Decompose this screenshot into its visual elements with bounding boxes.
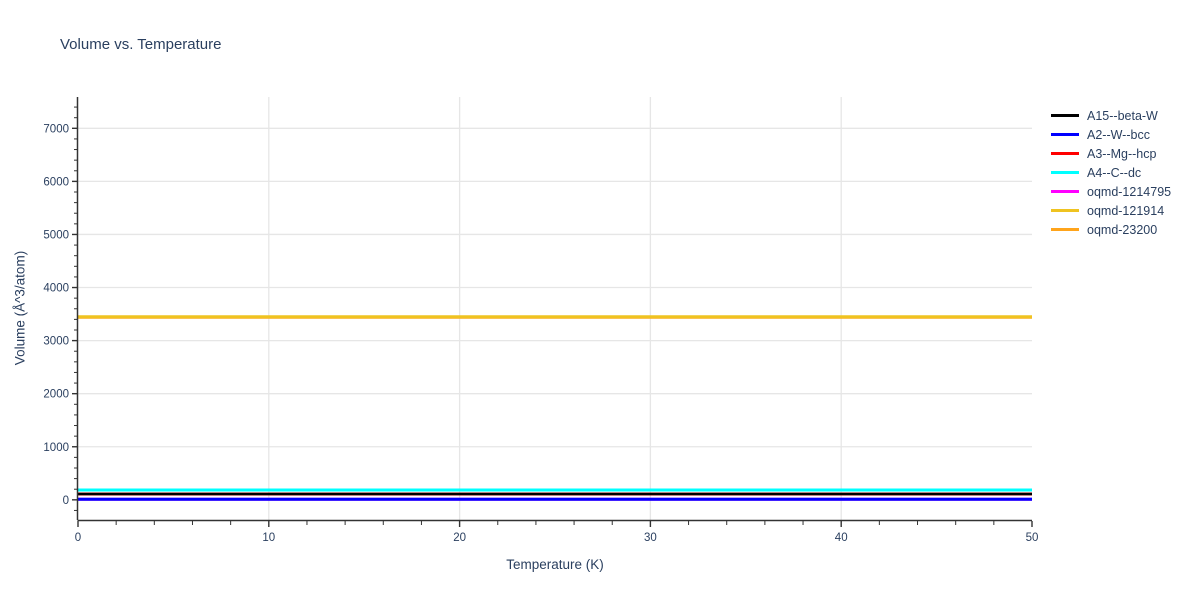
legend-label: A4--C--dc	[1087, 165, 1142, 180]
legend-item-A4--C--dc[interactable]: A4--C--dc	[1051, 163, 1171, 182]
gridlines-group	[78, 97, 1032, 520]
legend-label: oqmd-23200	[1087, 222, 1158, 237]
y-tick-label-4000: 4000	[43, 283, 69, 295]
legend-label: oqmd-1214795	[1087, 184, 1172, 199]
legend: A15--beta-W A2--W--bcc A3--Mg--hcp A4--C--d…	[1051, 106, 1171, 239]
axes-group	[72, 97, 1033, 527]
legend-label: A3--Mg--hcp	[1087, 146, 1157, 161]
legend-swatch-A3--Mg--hcp	[1051, 152, 1079, 155]
legend-swatch-oqmd-121914	[1051, 209, 1079, 212]
legend-swatch-oqmd-1214795	[1051, 190, 1079, 193]
legend-item-oqmd-121914[interactable]: oqmd-121914	[1051, 201, 1171, 220]
x-tick-label-40: 40	[835, 532, 848, 544]
x-tick-label-50: 50	[1026, 532, 1039, 544]
legend-label: A15--beta-W	[1087, 108, 1158, 123]
y-tick-label-6000: 6000	[43, 176, 69, 188]
legend-label: A2--W--bcc	[1087, 127, 1150, 142]
legend-swatch-oqmd-23200	[1051, 228, 1079, 231]
legend-item-A15--beta-W[interactable]: A15--beta-W	[1051, 106, 1171, 125]
x-tick-label-0: 0	[75, 532, 81, 544]
x-tick-label-10: 10	[262, 532, 275, 544]
legend-item-A2--W--bcc[interactable]: A2--W--bcc	[1051, 125, 1171, 144]
x-tick-label-30: 30	[644, 532, 657, 544]
legend-swatch-A2--W--bcc	[1051, 133, 1079, 136]
x-axis-title: Temperature (K)	[506, 557, 604, 572]
legend-swatch-A4--C--dc	[1051, 171, 1079, 174]
legend-item-oqmd-23200[interactable]: oqmd-23200	[1051, 220, 1171, 239]
y-tick-label-0: 0	[63, 495, 69, 507]
y-tick-label-5000: 5000	[43, 229, 69, 241]
legend-item-oqmd-1214795[interactable]: oqmd-1214795	[1051, 182, 1171, 201]
legend-label: oqmd-121914	[1087, 203, 1165, 218]
legend-item-A3--Mg--hcp[interactable]: A3--Mg--hcp	[1051, 144, 1171, 163]
y-tick-label-7000: 7000	[43, 123, 69, 135]
tick-labels-group: 0 1000 2000 3000 4000 5000 6000 7000 0 10 20 30 40 50	[43, 123, 1038, 544]
y-tick-label-2000: 2000	[43, 389, 69, 401]
x-tick-label-20: 20	[453, 532, 466, 544]
y-tick-label-3000: 3000	[43, 336, 69, 348]
series-group	[78, 315, 1032, 501]
chart-title: Volume vs. Temperature	[60, 36, 222, 53]
y-tick-label-1000: 1000	[43, 442, 69, 454]
legend-swatch-A15--beta-W	[1051, 114, 1079, 117]
y-axis-title: Volume (Å^3/atom)	[12, 250, 28, 366]
